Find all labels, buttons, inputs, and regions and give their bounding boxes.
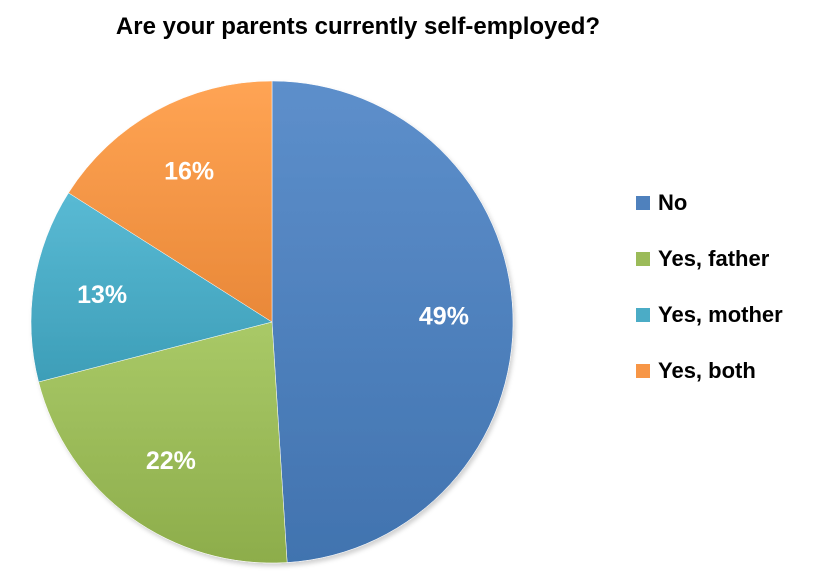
chart-title: Are your parents currently self-employed… bbox=[115, 13, 601, 40]
pie-slice-label-no: 49% bbox=[419, 303, 469, 331]
legend-item-yes-both: Yes, both bbox=[636, 343, 783, 399]
pie-slices bbox=[30, 80, 514, 564]
legend-swatch bbox=[636, 364, 650, 378]
legend-swatch bbox=[636, 196, 650, 210]
pie-slice-labels: 49% 22% 13% 16% bbox=[77, 157, 469, 475]
pie-slice-label-yes-both: 16% bbox=[164, 157, 214, 185]
legend-item-yes-father: Yes, father bbox=[636, 231, 783, 287]
pie-slice-yes-father bbox=[38, 321, 288, 564]
legend-label: No bbox=[658, 190, 688, 215]
pie-slice-label-yes-father: 22% bbox=[146, 447, 196, 475]
legend-label: Yes, father bbox=[658, 246, 770, 271]
pie-slice-yes-both bbox=[68, 80, 273, 323]
pie-slice-no bbox=[271, 80, 514, 563]
legend-swatch bbox=[636, 252, 650, 266]
legend-label: Yes, both bbox=[658, 358, 756, 383]
legend-item-yes-mother: Yes, mother bbox=[636, 287, 783, 343]
legend-label: Yes, mother bbox=[658, 302, 783, 327]
chart-legend: No Yes, father Yes, mother Yes, both bbox=[636, 175, 783, 399]
legend-item-no: No bbox=[636, 175, 783, 231]
legend-swatch bbox=[636, 308, 650, 322]
pie-slice-label-yes-mother: 13% bbox=[77, 281, 127, 309]
pie-slice-yes-mother bbox=[30, 192, 273, 383]
